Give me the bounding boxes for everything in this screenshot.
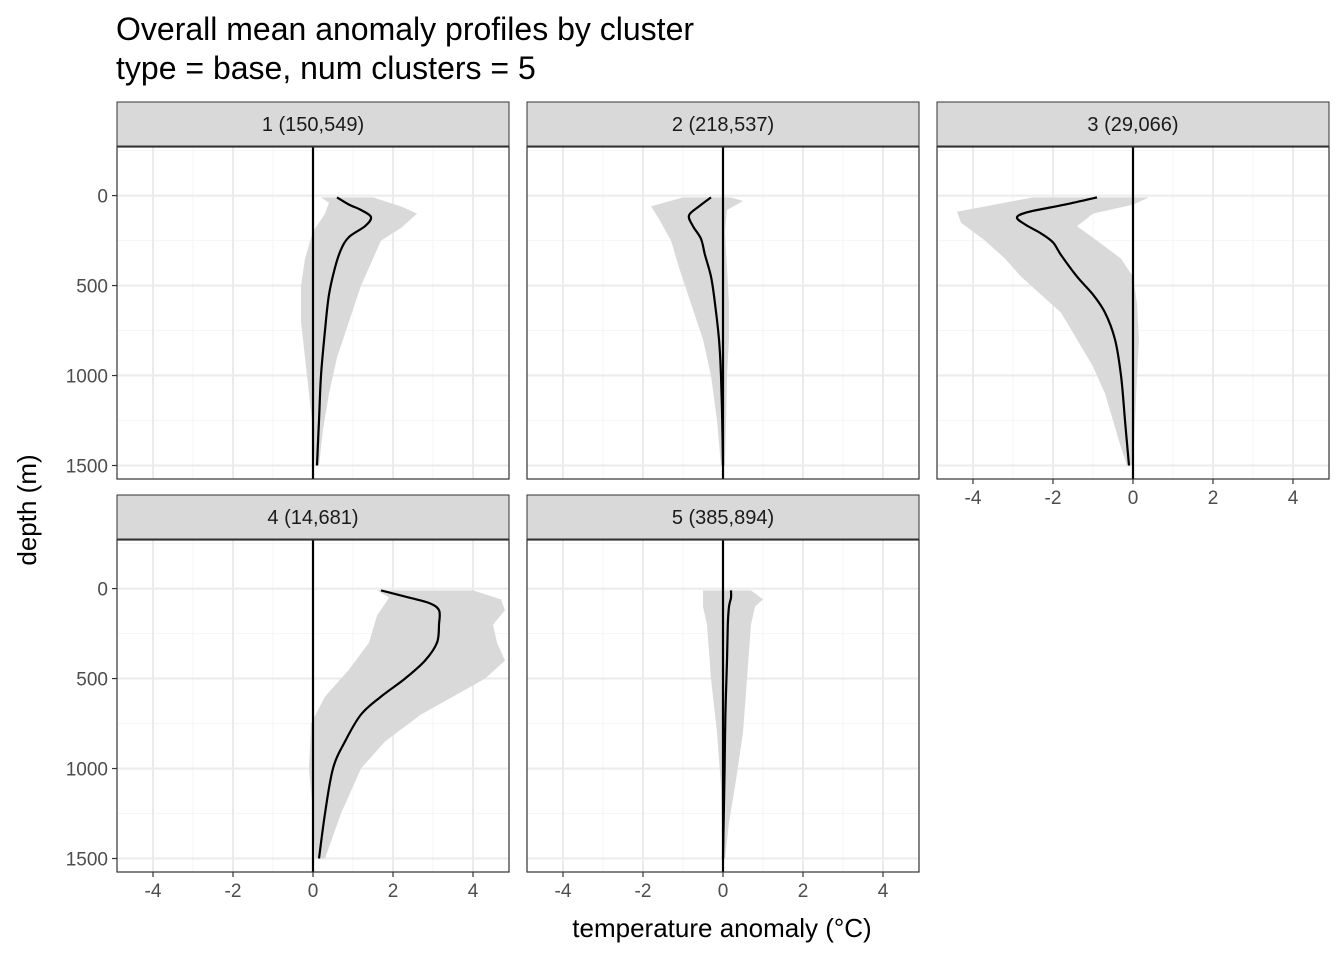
- y-axis-title: depth (m): [12, 454, 42, 565]
- facet-strip: [936, 101, 1330, 147]
- chart-subtitle: type = base, num clusters = 5: [116, 50, 536, 86]
- facet-strip-label: 5 (385,894): [672, 507, 774, 529]
- y-tick-label: 1000: [66, 760, 108, 781]
- facet-panels: 1 (150,549) 0 500 1000 1500 2 (218,537) 3 (29,…: [66, 101, 1330, 902]
- mean-profile-line: [1015, 196, 1131, 466]
- panel-border: [116, 146, 510, 480]
- x-tick-label: -2: [635, 881, 652, 902]
- facet-strip: [116, 494, 510, 540]
- y-tick-label: 0: [97, 580, 108, 601]
- y-tick-label: 1500: [66, 457, 108, 478]
- ribbon-area: [301, 197, 417, 466]
- facet-panel-1: 1 (150,549) 0 500 1000 1500: [66, 101, 510, 480]
- facet-panel-2: 2 (218,537): [526, 101, 920, 480]
- facet-panel-5: 5 (385,894) -4 -2 0 2 4: [526, 494, 920, 902]
- y-tick-label: 1500: [66, 850, 108, 871]
- y-tick-label: 500: [76, 670, 108, 691]
- mean-profile-line: [687, 196, 725, 466]
- mean-profile-line: [721, 590, 733, 859]
- facet-panel-4: 4 (14,681) 0 500 1000 1500 -4 -2 0 2 4: [66, 494, 510, 902]
- facet-strip-label: 3 (29,066): [1087, 114, 1178, 136]
- facet-panel-3: 3 (29,066) -4 -2 0 2 4: [936, 101, 1330, 509]
- facet-strip-label: 1 (150,549): [262, 114, 364, 136]
- x-tick-label: -2: [1045, 488, 1062, 509]
- x-tick-label: -4: [555, 881, 572, 902]
- x-tick-label: 2: [388, 881, 399, 902]
- facet-strip: [526, 101, 920, 147]
- facet-strip-label: 4 (14,681): [267, 507, 358, 529]
- x-tick-label: 4: [1288, 488, 1299, 509]
- ribbon-area: [651, 197, 743, 466]
- x-axis-title: temperature anomaly (°C): [572, 913, 871, 943]
- facet-strip: [116, 101, 510, 147]
- x-tick-label: 0: [718, 881, 729, 902]
- mean-profile-line: [315, 196, 373, 466]
- panel-border: [526, 146, 920, 480]
- x-tick-label: 4: [878, 881, 889, 902]
- x-tick-label: -4: [965, 488, 982, 509]
- x-tick-label: 0: [1128, 488, 1139, 509]
- ribbon-area: [703, 590, 763, 859]
- x-tick-label: -4: [145, 881, 162, 902]
- facet-strip-label: 2 (218,537): [672, 114, 774, 136]
- facet-strip: [526, 494, 920, 540]
- ribbon-area: [957, 197, 1149, 466]
- y-tick-label: 0: [97, 187, 108, 208]
- y-tick-label: 500: [76, 277, 108, 298]
- x-tick-label: 2: [798, 881, 809, 902]
- x-tick-label: 0: [308, 881, 319, 902]
- ribbon-area: [309, 590, 505, 859]
- x-tick-label: 4: [468, 881, 479, 902]
- mean-profile-line: [317, 589, 441, 859]
- x-tick-label: 2: [1208, 488, 1219, 509]
- chart-title: Overall mean anomaly profiles by cluster: [116, 11, 694, 47]
- x-tick-label: -2: [225, 881, 242, 902]
- y-tick-label: 1000: [66, 367, 108, 388]
